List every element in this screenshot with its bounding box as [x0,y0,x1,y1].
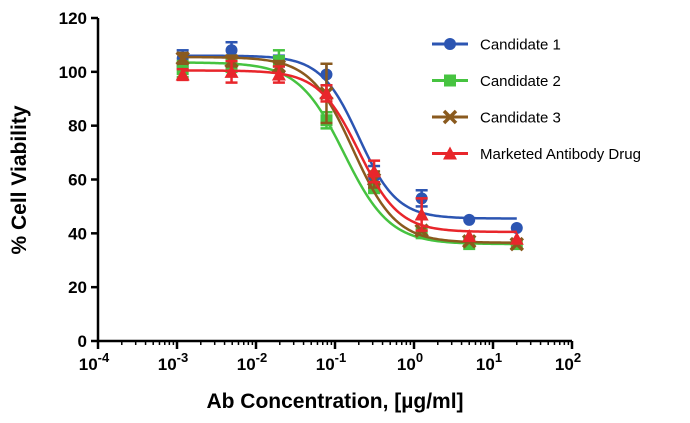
y-tick-label: 20 [68,278,87,297]
legend-marker [442,109,458,125]
y-tick-label: 40 [68,224,87,243]
x-tick-exponent: 0 [416,350,423,365]
plot-series [175,40,525,252]
data-point [414,207,429,221]
fit-curve [182,55,517,244]
y-tick-label: 120 [59,9,87,28]
data-point [225,44,238,57]
x-axis-title: Ab Concentration, [µg/ml] [206,390,463,413]
legend-label: Candidate 1 [480,37,561,54]
x-tick-base: 10 [555,355,574,374]
x-tick-base: 10 [237,355,256,374]
legend-item: Candidate 3 [432,110,561,127]
data-point [271,67,286,81]
x-tick-exponent: -1 [335,350,347,365]
axes [96,18,572,343]
y-tick-label: 60 [68,171,87,190]
legend-marker [444,38,456,50]
data-point [463,213,476,226]
data-point [175,51,190,66]
fit-curve [182,69,517,234]
legend-label: Candidate 2 [480,73,561,90]
legend-item: Marketed Antibody Drug [432,146,641,163]
legend-label: Candidate 3 [480,110,561,127]
y-tick-label: 100 [59,63,87,82]
legend-item: Candidate 2 [432,73,561,90]
x-tick-label: 101 [476,350,502,374]
x-tick-exponent: 1 [495,350,502,365]
x-tick-base: 10 [476,355,495,374]
x-tick-base: 10 [158,355,177,374]
legend-marker [443,146,457,160]
x-tick-label: 102 [555,350,581,374]
x-tick-label: 100 [397,350,423,374]
x-tick-label: 10-1 [316,350,346,374]
data-point [319,86,334,100]
data-point [509,231,524,245]
data-point [224,64,239,78]
x-tick-exponent: -2 [256,350,268,365]
x-tick-exponent: -3 [177,350,189,365]
x-tick-exponent: 2 [574,350,581,365]
legend-marker [444,74,456,87]
x-tick-label: 10-2 [237,350,267,374]
x-tick-base: 10 [316,355,335,374]
y-tick-label: 0 [78,332,87,351]
legend-label: Marketed Antibody Drug [480,146,641,163]
legend-item: Candidate 1 [432,37,561,54]
legend: Candidate 1 Candidate 2 Candidate 3 Markete… [432,37,641,163]
x-tick-label: 10-3 [158,350,188,374]
y-axis-title: % Cell Viability [8,105,31,254]
data-point [367,164,382,178]
series-marketed-antibody-drug [175,59,524,245]
x-tick-exponent: -4 [98,350,110,365]
data-point [462,229,477,243]
x-tick-base: 10 [397,355,416,374]
fit-curve [182,61,517,246]
x-tick-base: 10 [79,355,98,374]
x-tick-label: 10-4 [79,350,110,374]
data-point [175,67,190,81]
y-tick-label: 80 [68,117,87,136]
